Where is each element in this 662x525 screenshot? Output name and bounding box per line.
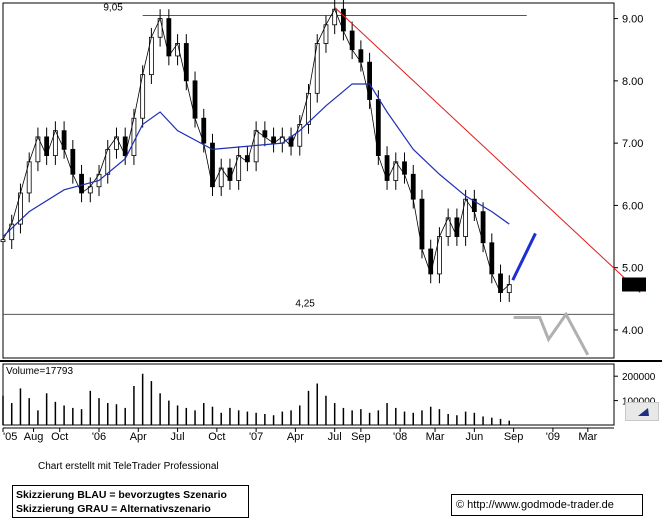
x-tick-label: Oct — [51, 431, 68, 443]
last-price-label: 4.73 — [624, 280, 645, 292]
stock-chart: 9.00 8.00 7.00 6.00 5.00 4.00 9,05 4,25 4.73 Vol… — [0, 0, 662, 443]
x-tick-label: '09 — [546, 431, 560, 443]
x-tick-label: Apr — [287, 431, 304, 443]
price-candle — [0, 239, 6, 243]
x-tick-label: '05 — [3, 431, 17, 443]
x-tick-label: '06 — [92, 431, 106, 443]
volume-tick-label: 200000 — [622, 372, 656, 383]
y-tick-label: 5.00 — [622, 263, 643, 275]
volume-label: Volume=17793 — [6, 366, 73, 377]
price-panel-frame — [2, 2, 615, 359]
last-price-box — [622, 277, 646, 292]
volume-panel: Volume=17793200000100000 — [2, 363, 656, 426]
x-tick-label: Jun — [465, 431, 483, 443]
blue-scenario-arrow — [511, 232, 537, 281]
x-tick-label: Apr — [130, 431, 147, 443]
website-link[interactable]: © http://www.godmode-trader.de — [451, 494, 643, 516]
copyright-icon: © — [456, 499, 465, 511]
downtrend-line — [334, 6, 641, 293]
x-tick-label: Sep — [504, 431, 524, 443]
x-tick-label: '07 — [249, 431, 263, 443]
legend-blue-scenario: Skizzierung BLAU = bevorzugtes Szenario — [16, 489, 227, 501]
x-tick-label: Jul — [171, 431, 185, 443]
x-tick-label: Jul — [328, 431, 342, 443]
arrow-icon — [638, 408, 649, 416]
chart-credit: Chart erstellt mit TeleTrader Profession… — [38, 461, 219, 472]
y-tick-label: 4.00 — [622, 325, 643, 337]
y-tick-label: 9.00 — [622, 14, 643, 26]
legend-gray-scenario: Skizzierung GRAU = Alternativszenario — [16, 503, 211, 515]
resistance-label: 9,05 — [103, 2, 123, 13]
y-tick-label: 7.00 — [622, 138, 643, 150]
x-tick-label: Aug — [24, 431, 44, 443]
website-url[interactable]: http://www.godmode-trader.de — [467, 499, 614, 511]
price-line — [2, 8, 510, 294]
y-tick-label: 6.00 — [622, 200, 643, 212]
scroll-button[interactable] — [625, 402, 659, 421]
price-panel: 9.00 8.00 7.00 6.00 5.00 4.00 9,05 4,25 4.73 — [0, 0, 662, 362]
x-tick-label: Sep — [351, 431, 371, 443]
x-axis: '05 Aug Oct '06 Apr Jul Oct '07 Apr Jul Sep '08 Mar J… — [2, 427, 614, 443]
scenario-legend: Skizzierung BLAU = bevorzugtes Szenario … — [12, 485, 249, 518]
y-tick-label: 8.00 — [622, 76, 643, 88]
support-label: 4,25 — [295, 298, 315, 309]
x-tick-label: Mar — [578, 431, 597, 443]
x-tick-label: '08 — [393, 431, 407, 443]
x-tick-label: Oct — [208, 431, 225, 443]
moving-average-line — [2, 83, 510, 237]
gray-scenario-path — [513, 311, 590, 356]
x-tick-label: Mar — [426, 431, 445, 443]
